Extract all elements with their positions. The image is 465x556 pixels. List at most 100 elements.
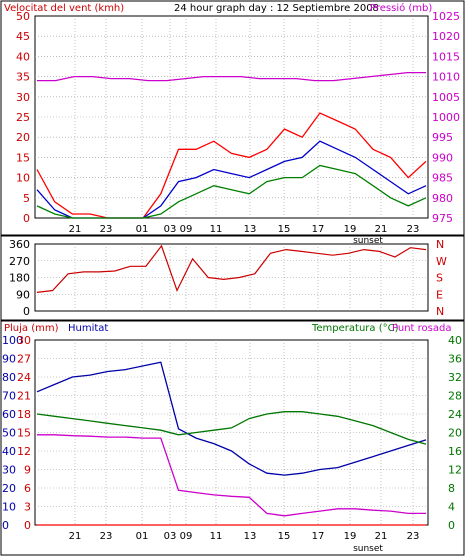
- humidity-sunset-label: sunset: [353, 544, 383, 554]
- humidity-x-tick-label: 11: [210, 531, 223, 542]
- wind-x-tick-label: 23: [407, 224, 420, 235]
- direction-series-wind-direction: [36, 244, 427, 293]
- humidity-series-humitat: [36, 361, 427, 476]
- pressure-y-tick-label: 985: [432, 172, 453, 185]
- wind-axis-title: Velocitat del vent (kmh): [4, 3, 124, 14]
- humidity-x-tick-label: 03: [164, 531, 177, 542]
- direction-compass-label: N: [436, 238, 444, 251]
- pressure-y-tick-label: 975: [432, 212, 453, 225]
- rain-y-tick-label: 12: [17, 445, 31, 458]
- wind-y-tick-label: 45: [16, 30, 30, 43]
- wind-y-tick-label: 5: [23, 192, 30, 205]
- humidity-x-tick-label: 21: [69, 531, 82, 542]
- pressure-axis-title: Pressió (mb): [370, 2, 432, 14]
- direction-y-tick-label: 90: [16, 288, 30, 301]
- wind-x-tick-label: 19: [344, 224, 357, 235]
- rain-y-tick-label: 27: [17, 353, 31, 366]
- rain-y-tick-label: 6: [24, 482, 31, 495]
- wind-x-tick-label: 15: [278, 224, 291, 235]
- wind-series-vent-m-nim: [36, 164, 427, 219]
- panel-humidity-border: [0, 320, 465, 556]
- wind-y-tick-label: 30: [16, 91, 30, 104]
- rain-y-tick-label: 3: [24, 501, 31, 514]
- wind-x-tick-label: 03: [164, 224, 177, 235]
- direction-compass-label: E: [436, 288, 443, 301]
- humidity-x-tick-label: 17: [312, 531, 325, 542]
- humidity-series-punt-rosada: [37, 434, 426, 517]
- humidity-x-tick-label: 23: [100, 531, 113, 542]
- wind-y-tick-label: 40: [16, 50, 30, 63]
- direction-y-tick-label: 360: [9, 238, 30, 251]
- wind-series-pressi-mb-: [37, 71, 426, 82]
- temperature-y-tick-label: 28: [448, 390, 462, 403]
- humidity-y-tick-label: 10: [2, 501, 16, 514]
- rain-axis-title: Pluja (mm): [4, 323, 59, 334]
- humidity-y-tick-label: 20: [2, 482, 16, 495]
- rain-y-tick-label: 0: [24, 519, 31, 532]
- humidity-y-tick-label: 0: [2, 519, 9, 532]
- humidity-x-tick-label: 19: [344, 531, 357, 542]
- pressure-y-tick-label: 1020: [432, 30, 460, 43]
- humidity-y-tick-label: 40: [2, 445, 16, 458]
- pressure-y-tick-label: 1025: [432, 10, 460, 23]
- wind-y-tick-label: 25: [16, 111, 30, 124]
- rain-y-tick-label: 9: [24, 464, 31, 477]
- temperature-y-tick-label: 16: [448, 445, 462, 458]
- humidity-y-tick-label: 100: [2, 334, 23, 347]
- direction-compass-label: N: [436, 305, 444, 318]
- rain-y-tick-label: 15: [17, 427, 31, 440]
- humidity-x-tick-label: 09: [180, 531, 193, 542]
- temperature-y-tick-label: 36: [448, 353, 462, 366]
- temperature-y-tick-label: 8: [448, 482, 455, 495]
- temperature-y-tick-label: 40: [448, 334, 462, 347]
- wind-y-tick-label: 0: [23, 212, 30, 225]
- dewpoint-axis-title: Punt rosada: [392, 323, 451, 334]
- pressure-y-tick-label: 1005: [432, 91, 460, 104]
- humidity-y-tick-label: 60: [2, 408, 16, 421]
- wind-y-tick-label: 50: [16, 10, 30, 23]
- direction-compass-label: S: [436, 272, 443, 285]
- rain-y-tick-label: 18: [17, 408, 31, 421]
- wind-x-tick-label: 09: [180, 224, 193, 235]
- panel-wind-border: [0, 0, 465, 236]
- direction-y-tick-label: 270: [9, 255, 30, 268]
- wind-x-tick-label: 17: [312, 224, 325, 235]
- humidity-y-tick-label: 50: [2, 427, 16, 440]
- humidity-series-temperatura-c-: [36, 411, 427, 445]
- chart-marks: 0510152025303540455097598098599099510001…: [2, 10, 462, 554]
- humidity-x-tick-label: 23: [407, 531, 420, 542]
- wind-x-tick-label: 21: [375, 224, 388, 235]
- humidity-y-tick-label: 90: [2, 353, 16, 366]
- rain-y-tick-label: 30: [17, 334, 31, 347]
- humidity-y-tick-label: 70: [2, 390, 16, 403]
- wind-y-tick-label: 10: [16, 172, 30, 185]
- temperature-axis-title: Temperatura (°C): [311, 323, 399, 334]
- wind-y-tick-label: 15: [16, 151, 30, 164]
- rain-y-tick-label: 21: [17, 390, 31, 403]
- pressure-y-tick-label: 1010: [432, 71, 460, 84]
- humidity-x-tick-label: 21: [375, 531, 388, 542]
- temperature-y-tick-label: 32: [448, 371, 462, 384]
- humidity-y-tick-label: 30: [2, 464, 16, 477]
- chart-title: 24 hour graph day : 12 Septiembre 2008: [174, 3, 379, 14]
- pressure-y-tick-label: 995: [432, 131, 453, 144]
- direction-y-tick-label: 0: [23, 305, 30, 318]
- pressure-y-tick-label: 980: [432, 192, 453, 205]
- pressure-y-tick-label: 990: [432, 151, 453, 164]
- temperature-y-tick-label: 24: [448, 408, 462, 421]
- wind-x-tick-label: 21: [69, 224, 82, 235]
- pressure-y-tick-label: 1015: [432, 50, 460, 63]
- wind-sunset-label: sunset: [353, 236, 383, 246]
- humidity-x-tick-label: 13: [244, 531, 257, 542]
- wind-y-tick-label: 20: [16, 131, 30, 144]
- wind-x-tick-label: 13: [244, 224, 257, 235]
- humidity-x-tick-label: 15: [278, 531, 291, 542]
- direction-compass-label: W: [436, 255, 447, 268]
- temperature-y-tick-label: 20: [448, 427, 462, 440]
- humidity-x-tick-label: 01: [136, 531, 149, 542]
- direction-y-tick-label: 180: [9, 272, 30, 285]
- humidity-y-tick-label: 80: [2, 371, 16, 384]
- temperature-y-tick-label: 4: [448, 501, 455, 514]
